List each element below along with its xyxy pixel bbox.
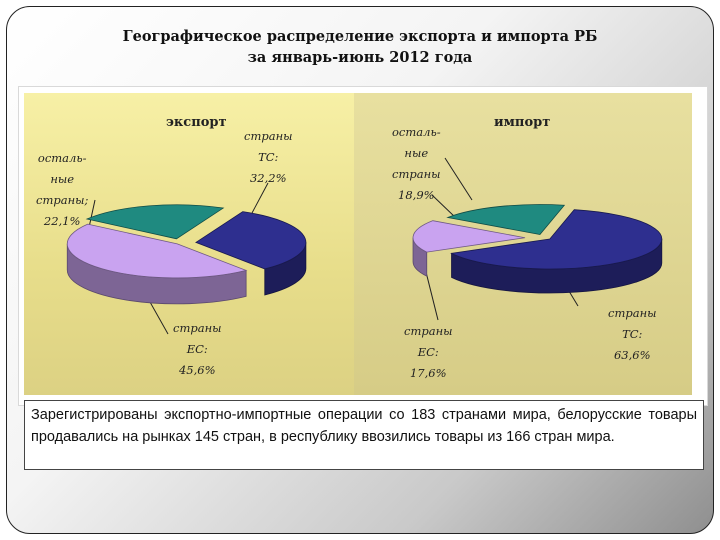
import-chart-title: импорт bbox=[494, 115, 551, 130]
export-pie-slice-2 bbox=[85, 204, 225, 240]
export-pie-slice-1 bbox=[66, 223, 248, 279]
import-slice-label-eu: страны ЕС: 17,6% bbox=[404, 324, 453, 380]
import-pie-slice-2 bbox=[446, 204, 566, 235]
export-pie-slice-0 bbox=[195, 211, 307, 270]
slide-title: Географическое распределение экспорта и … bbox=[0, 26, 720, 68]
import-pie-slice-0 bbox=[450, 209, 663, 270]
export-slice-label-other: осталь- ные страны; 22,1% bbox=[36, 151, 89, 228]
title-line-1: Географическое распределение экспорта и … bbox=[122, 28, 598, 45]
summary-note: Зарегистрированы экспортно-импортные опе… bbox=[24, 400, 704, 470]
import-slice-label-other: осталь- ные страны 18,9% bbox=[392, 125, 441, 202]
export-slice-label-cu: страны ТС: 32,2% bbox=[244, 129, 293, 185]
export-slice-label-eu: страны ЕС: 45,6% bbox=[173, 321, 222, 377]
import-pie-slice-1 bbox=[412, 220, 526, 253]
import-pie bbox=[412, 204, 663, 294]
import-slice-label-cu: страны ТС: 63,6% bbox=[608, 306, 657, 362]
title-line-2: за январь-июнь 2012 года bbox=[247, 49, 473, 66]
export-pie bbox=[66, 204, 307, 305]
export-chart-title: экспорт bbox=[166, 115, 227, 130]
